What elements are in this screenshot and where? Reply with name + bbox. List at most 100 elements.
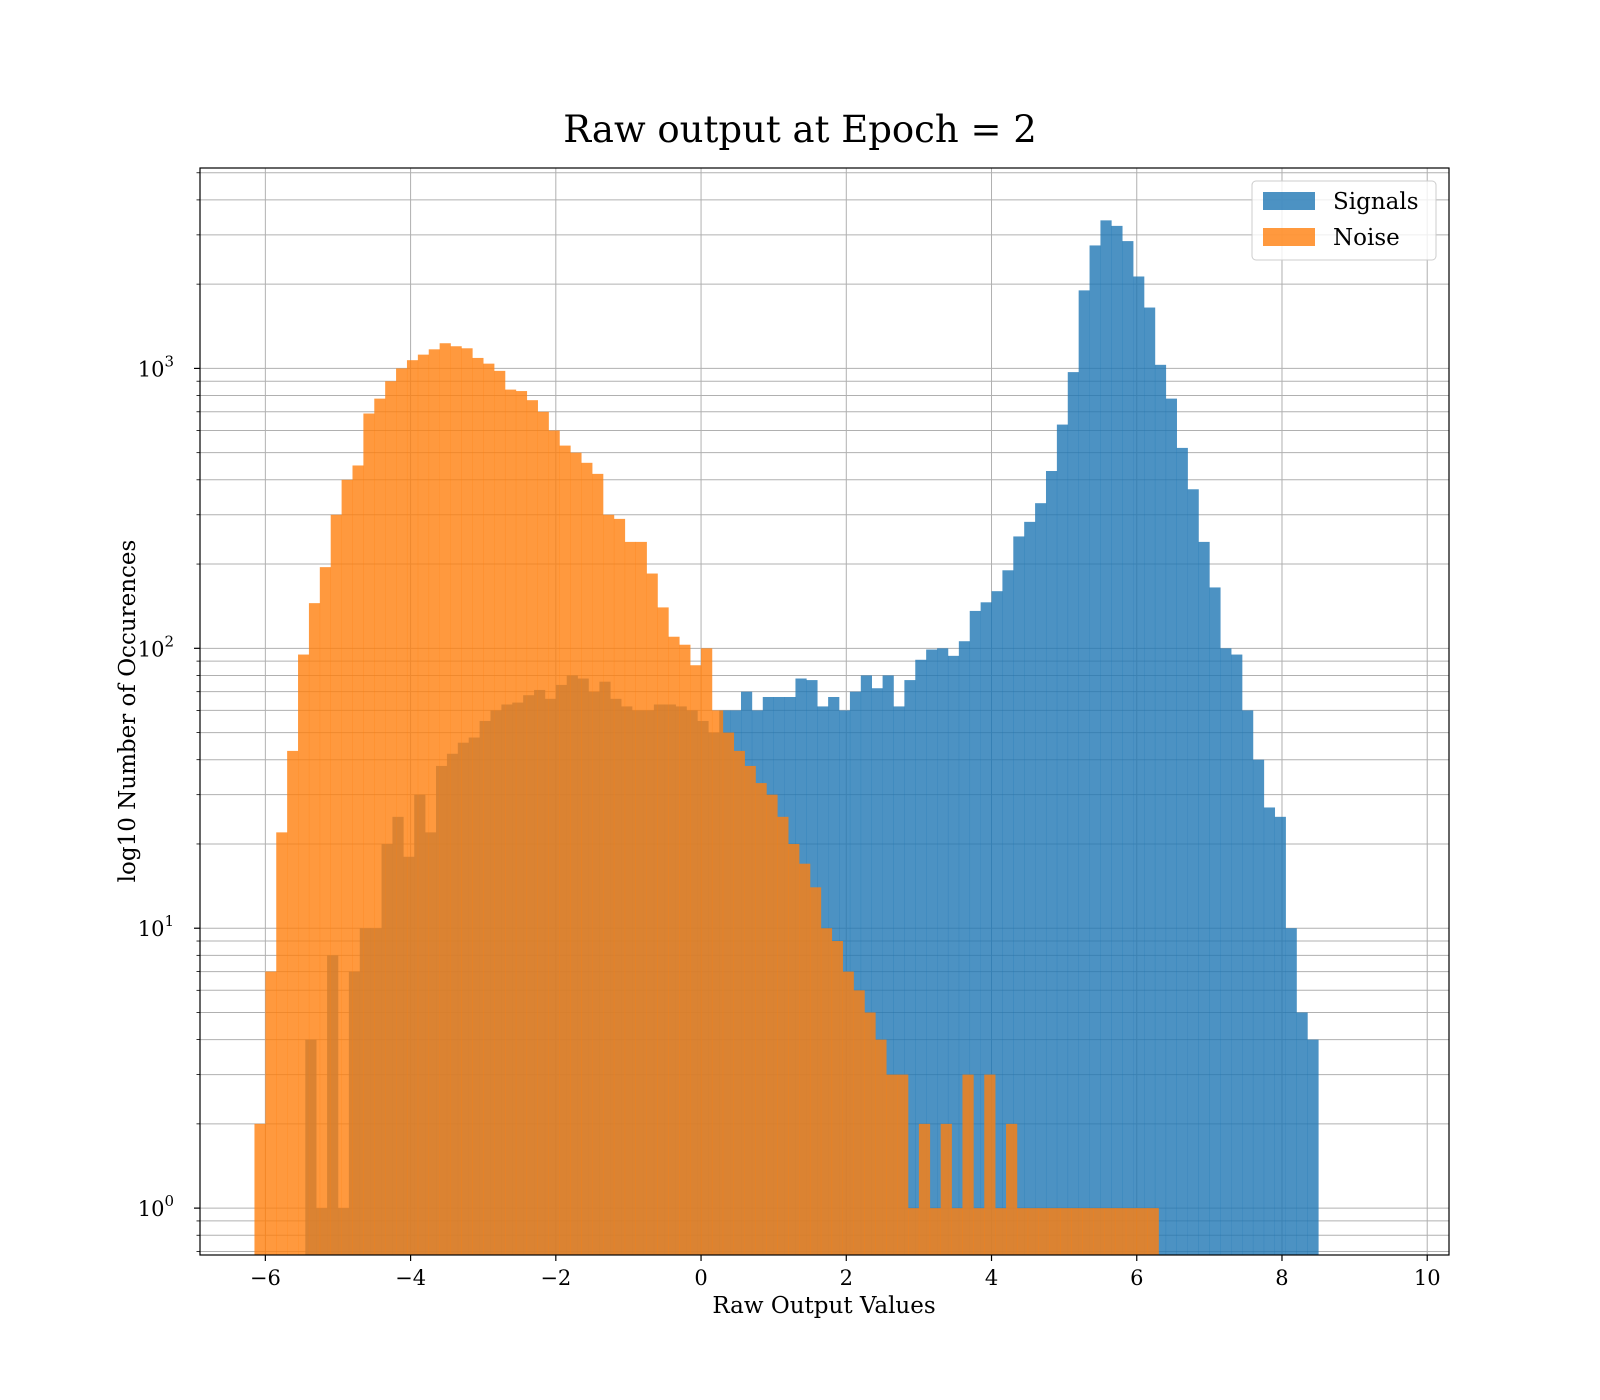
bar-signals — [1176, 447, 1188, 1255]
bar-noise — [1027, 1208, 1040, 1255]
bar-noise — [668, 636, 680, 1255]
bar-noise — [265, 971, 277, 1255]
bar-noise — [733, 750, 745, 1255]
bar-noise — [428, 349, 440, 1255]
y-tick-label: 100 — [138, 1192, 174, 1221]
bar-noise — [472, 357, 484, 1255]
bar-noise — [908, 1208, 920, 1255]
bar-signals — [1220, 648, 1232, 1255]
series-noise-bars — [254, 343, 1159, 1256]
bar-signals — [1056, 424, 1069, 1255]
bar-noise — [385, 381, 397, 1255]
y-tick-label: 103 — [138, 352, 174, 381]
bar-signals — [1111, 225, 1123, 1256]
bar-noise — [701, 648, 713, 1255]
y-axis-label: log10 Number of Occurences — [115, 540, 141, 883]
bar-noise — [276, 832, 288, 1255]
legend-label-signals: Signals — [1333, 189, 1419, 215]
bar-noise — [254, 1123, 266, 1255]
bar-noise — [984, 1074, 996, 1255]
bar-noise — [537, 411, 549, 1255]
bar-noise — [929, 1208, 941, 1255]
bar-noise — [581, 462, 593, 1255]
bar-noise — [788, 843, 800, 1255]
bar-noise — [657, 607, 669, 1255]
axis-ticks: −6 −4 −2 0 2 4 6 8 10 100 101 102 103 — [138, 172, 1441, 1290]
bar-signals — [1296, 1012, 1308, 1255]
x-tick-label: 0 — [694, 1266, 707, 1290]
bar-noise — [777, 816, 789, 1255]
x-tick-label: −2 — [540, 1266, 571, 1290]
legend-swatch-signals — [1263, 192, 1315, 210]
bar-noise — [1082, 1208, 1094, 1255]
bar-signals — [871, 688, 883, 1255]
bar-noise — [287, 750, 299, 1255]
bar-signals — [1165, 398, 1177, 1256]
bar-noise — [962, 1074, 974, 1255]
bar-signals — [937, 648, 949, 1255]
legend-label-noise: Noise — [1333, 225, 1400, 251]
bar-noise — [374, 398, 386, 1256]
bar-noise — [592, 473, 604, 1256]
bar-signals — [893, 706, 905, 1255]
bar-signals — [1154, 364, 1167, 1255]
y-tick-label: 101 — [138, 912, 174, 941]
bar-noise — [504, 389, 517, 1255]
bar-signals — [915, 659, 927, 1255]
x-tick-label: 8 — [1275, 1266, 1288, 1290]
plot-area-frame — [199, 167, 1450, 1256]
bar-noise — [842, 971, 854, 1255]
x-tick-label: 6 — [1130, 1266, 1143, 1290]
bar-signals — [958, 641, 971, 1255]
bar-noise — [886, 1074, 898, 1255]
bar-signals — [1252, 759, 1265, 1255]
bar-noise — [875, 1039, 887, 1255]
bar-noise — [864, 1012, 876, 1255]
bar-noise — [603, 514, 615, 1255]
bar-noise — [417, 354, 430, 1256]
bar-noise — [515, 391, 528, 1255]
bar-noise — [690, 665, 702, 1255]
bar-noise — [624, 541, 636, 1255]
bar-signals — [1274, 816, 1286, 1255]
bar-signals — [1089, 245, 1101, 1256]
bar-noise — [711, 710, 724, 1255]
x-tick-label: 4 — [985, 1266, 998, 1290]
bar-signals — [1187, 489, 1199, 1256]
bar-signals — [1122, 241, 1134, 1255]
bar-signals — [1078, 290, 1090, 1255]
bar-noise — [526, 400, 538, 1255]
bar-signals — [926, 649, 938, 1255]
bar-noise — [1104, 1208, 1116, 1255]
x-tick-label: −6 — [250, 1266, 281, 1290]
bar-signals — [1002, 570, 1014, 1255]
bar-signals — [991, 591, 1003, 1255]
bar-signals — [860, 675, 873, 1255]
bar-signals — [1013, 536, 1025, 1255]
bar-noise — [799, 863, 811, 1255]
bar-noise — [940, 1123, 952, 1255]
bar-noise — [722, 732, 735, 1255]
bar-noise — [766, 794, 778, 1255]
bar-signals — [1067, 372, 1079, 1256]
chart-title: Raw output at Epoch = 2 — [563, 108, 1037, 151]
y-tick-label: 102 — [138, 632, 174, 661]
bar-noise — [341, 479, 353, 1255]
bar-noise — [744, 765, 756, 1255]
bar-noise — [494, 370, 506, 1255]
bar-signals — [947, 655, 960, 1255]
bar-noise — [483, 363, 495, 1255]
bar-noise — [1060, 1208, 1072, 1255]
x-tick-label: −4 — [395, 1266, 426, 1290]
bar-noise — [363, 413, 375, 1255]
bar-noise — [461, 348, 473, 1255]
bar-signals — [1231, 654, 1243, 1255]
bar-noise — [406, 360, 419, 1256]
bar-noise — [613, 518, 626, 1255]
bar-noise — [559, 445, 571, 1255]
bar-noise — [995, 1208, 1007, 1255]
bar-noise — [951, 1208, 963, 1255]
bar-signals — [882, 675, 894, 1255]
bar-signals — [1035, 503, 1047, 1256]
bar-signals — [1144, 307, 1156, 1255]
